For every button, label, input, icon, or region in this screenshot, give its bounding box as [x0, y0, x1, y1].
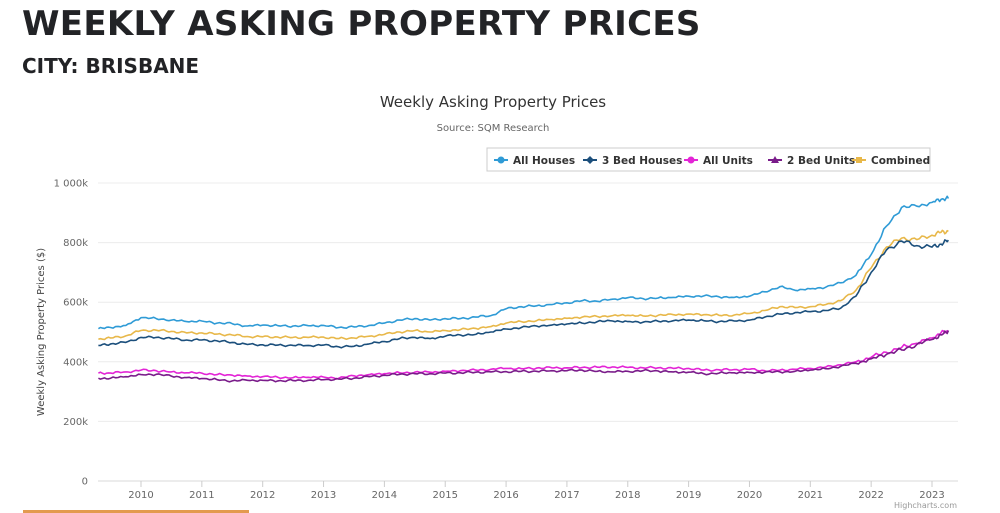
legend-marker-square-icon — [856, 157, 862, 163]
x-tick-label: 2016 — [493, 490, 518, 501]
x-tick-label: 2014 — [372, 490, 397, 501]
legend-marker-circle-icon — [497, 156, 505, 164]
chart-subtitle: Source: SQM Research — [437, 123, 550, 134]
legend-marker-diamond-icon — [586, 156, 594, 164]
x-axis: 2010 2011 2012 2013 2014 2015 2016 2017 2018 2019… — [128, 481, 945, 501]
y-axis-title: Weekly Asking Property Prices ($) — [36, 248, 47, 416]
y-tick-label: 200k — [63, 417, 88, 428]
x-tick-label: 2022 — [858, 490, 883, 501]
legend: All Houses 3 Bed Houses All Units 2 Bed Uni… — [486, 147, 931, 172]
bottom-accent-bar — [23, 510, 249, 513]
page-title: WEEKLY ASKING PROPERTY PRICES — [22, 4, 701, 44]
series-line-2-bed-units[interactable] — [98, 330, 950, 383]
series-line-all-units[interactable] — [98, 329, 949, 380]
legend-label: Combined — [871, 155, 930, 167]
legend-item-3-bed-houses[interactable]: 3 Bed Houses — [583, 155, 682, 167]
series-line-3-bed-houses[interactable] — [98, 239, 950, 349]
y-tick-label: 0 — [82, 477, 88, 488]
y-tick-label: 800k — [63, 238, 88, 249]
credits-link[interactable]: Highcharts.com — [894, 501, 957, 510]
y-axis: 0 200k 400k 600k 800k 1 000k — [54, 179, 89, 488]
legend-label: All Units — [703, 155, 753, 167]
page-subtitle: CITY: BRISBANE — [22, 54, 200, 78]
x-tick-label: 2019 — [676, 490, 701, 501]
legend-marker-circle-icon — [687, 156, 695, 164]
x-tick-label: 2021 — [798, 490, 823, 501]
x-tick-label: 2011 — [189, 490, 214, 501]
y-tick-label: 600k — [63, 298, 88, 309]
y-tick-label: 400k — [63, 357, 88, 368]
legend-label: 2 Bed Units — [787, 155, 855, 167]
legend-label: All Houses — [513, 155, 575, 167]
legend-box — [486, 147, 931, 172]
x-tick-label: 2012 — [250, 490, 275, 501]
x-tick-label: 2013 — [311, 490, 336, 501]
legend-item-all-houses[interactable]: All Houses — [494, 155, 575, 167]
series-line-all-houses[interactable] — [97, 195, 950, 330]
x-tick-label: 2017 — [554, 490, 579, 501]
legend-label: 3 Bed Houses — [602, 155, 682, 167]
series-lines — [97, 195, 950, 383]
legend-marker-triangle-icon — [771, 156, 779, 163]
chart-title: Weekly Asking Property Prices — [380, 93, 606, 111]
series-line-combined[interactable] — [98, 229, 949, 341]
legend-item-all-units[interactable]: All Units — [684, 155, 753, 167]
legend-item-combined[interactable]: Combined — [852, 155, 930, 167]
y-tick-label: 1 000k — [54, 179, 89, 190]
x-tick-label: 2020 — [737, 490, 762, 501]
legend-item-2-bed-units[interactable]: 2 Bed Units — [768, 155, 855, 167]
x-tick-label: 2015 — [433, 490, 458, 501]
x-tick-label: 2023 — [919, 490, 944, 501]
grid — [98, 182, 958, 482]
x-tick-label: 2018 — [615, 490, 640, 501]
x-tick-label: 2010 — [128, 490, 153, 501]
